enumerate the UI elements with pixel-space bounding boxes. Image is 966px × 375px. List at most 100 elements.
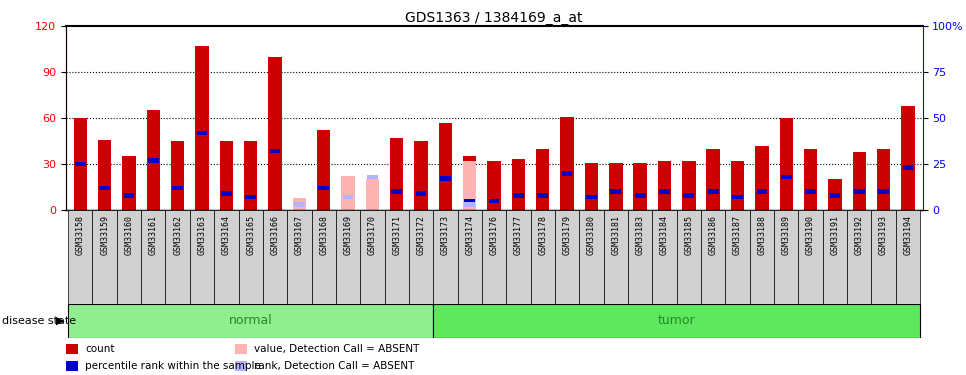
Text: GSM33184: GSM33184 [660, 214, 669, 255]
Bar [341, 176, 355, 210]
Text: GSM33173: GSM33173 [440, 214, 450, 255]
Bar [806, 189, 816, 194]
Bar [73, 118, 87, 210]
Bar [98, 140, 111, 210]
Bar [294, 202, 304, 207]
Text: GSM33192: GSM33192 [855, 214, 864, 255]
Bar [732, 195, 743, 200]
Bar [610, 162, 622, 210]
Bar [415, 191, 426, 196]
Text: GSM33191: GSM33191 [831, 214, 839, 255]
Bar [439, 123, 452, 210]
Text: GSM33185: GSM33185 [684, 214, 694, 255]
Bar [384, 210, 409, 304]
Bar [895, 210, 920, 304]
Bar [214, 210, 239, 304]
Text: GSM33179: GSM33179 [562, 214, 572, 255]
Bar [901, 106, 915, 210]
Bar [847, 210, 871, 304]
Text: normal: normal [229, 314, 272, 327]
Bar [245, 195, 256, 200]
Bar [634, 162, 647, 210]
Bar [554, 210, 580, 304]
Bar [731, 161, 744, 210]
Bar [465, 202, 475, 207]
Text: GSM33193: GSM33193 [879, 214, 888, 255]
Bar [69, 210, 93, 304]
Bar [317, 130, 330, 210]
Bar [165, 210, 190, 304]
Bar [706, 149, 720, 210]
Bar [75, 162, 86, 166]
Bar [584, 162, 598, 210]
Bar [366, 179, 379, 210]
Bar [755, 146, 769, 210]
Bar [458, 210, 482, 304]
Bar [66, 344, 78, 354]
Bar [235, 361, 247, 371]
Bar [725, 210, 750, 304]
Text: GSM33160: GSM33160 [125, 214, 133, 255]
Bar [287, 210, 312, 304]
Text: GSM33178: GSM33178 [538, 214, 548, 255]
Bar [871, 210, 895, 304]
Bar [659, 189, 669, 194]
Text: GSM33162: GSM33162 [173, 214, 183, 255]
Bar [69, 304, 434, 338]
Bar [147, 111, 160, 210]
Bar [190, 210, 214, 304]
Text: GSM33161: GSM33161 [149, 214, 157, 255]
Bar [319, 186, 329, 190]
Text: GSM33159: GSM33159 [100, 214, 109, 255]
Text: GSM33172: GSM33172 [416, 214, 426, 255]
Title: GDS1363 / 1384169_a_at: GDS1363 / 1384169_a_at [406, 11, 582, 25]
Text: GSM33164: GSM33164 [222, 214, 231, 255]
Text: GSM33174: GSM33174 [466, 214, 474, 255]
Text: rank, Detection Call = ABSENT: rank, Detection Call = ABSENT [254, 361, 414, 371]
Bar [270, 149, 280, 153]
Text: GSM33168: GSM33168 [319, 214, 328, 255]
Bar [235, 344, 247, 354]
Bar [586, 195, 597, 200]
Bar [148, 158, 158, 163]
Text: GSM33194: GSM33194 [903, 214, 913, 255]
Bar [562, 171, 573, 176]
Bar [221, 191, 232, 196]
Text: GSM33189: GSM33189 [781, 214, 791, 255]
Bar [463, 161, 476, 210]
Bar [239, 210, 263, 304]
Bar [117, 210, 141, 304]
Text: GSM33188: GSM33188 [757, 214, 766, 255]
Bar [93, 210, 117, 304]
Bar [197, 130, 208, 135]
Bar [877, 149, 891, 210]
Bar [390, 138, 404, 210]
Bar [701, 210, 725, 304]
Bar [628, 210, 652, 304]
Bar [512, 159, 526, 210]
Bar [141, 210, 165, 304]
Bar [463, 156, 476, 210]
Bar [830, 193, 840, 198]
Bar [414, 141, 428, 210]
Bar [781, 175, 791, 179]
Bar [635, 193, 645, 198]
Text: GSM33170: GSM33170 [368, 214, 377, 255]
Text: value, Detection Call = ABSENT: value, Detection Call = ABSENT [254, 344, 419, 354]
Bar [195, 46, 209, 210]
Bar [434, 210, 458, 304]
Bar [676, 210, 701, 304]
Bar [652, 210, 676, 304]
Text: GSM33190: GSM33190 [806, 214, 815, 255]
Text: GSM33180: GSM33180 [587, 214, 596, 255]
Text: GSM33158: GSM33158 [75, 214, 85, 255]
Bar [536, 149, 550, 210]
Text: GSM33183: GSM33183 [636, 214, 644, 255]
Bar [409, 210, 434, 304]
Bar [682, 161, 696, 210]
Bar [804, 149, 817, 210]
Text: GSM33181: GSM33181 [611, 214, 620, 255]
Bar [878, 189, 889, 194]
Text: GSM33166: GSM33166 [270, 214, 279, 255]
Bar [854, 189, 865, 194]
